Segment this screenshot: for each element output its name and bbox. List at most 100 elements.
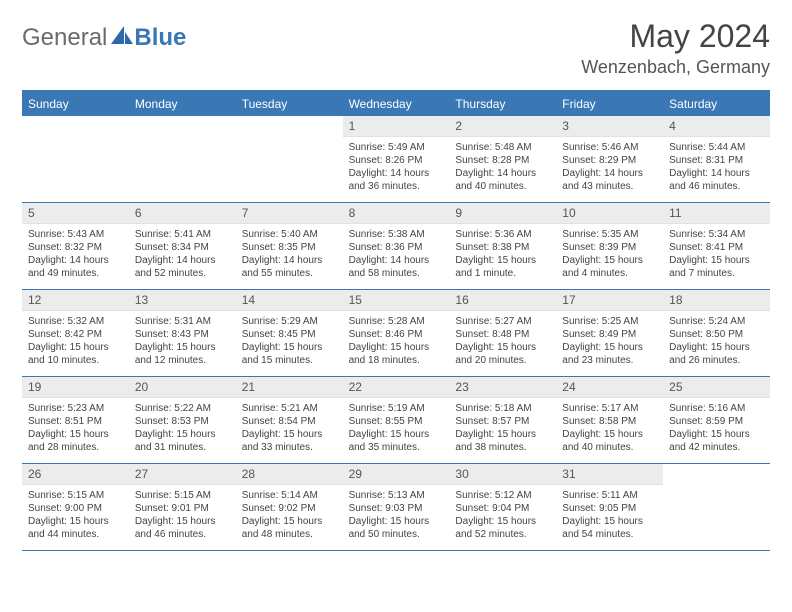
day-cell: 18Sunrise: 5:24 AMSunset: 8:50 PMDayligh… — [663, 290, 770, 376]
daylight-text: Daylight: 14 hours and 46 minutes. — [669, 167, 764, 193]
logo-text-general: General — [22, 24, 107, 52]
day-detail: Sunrise: 5:15 AMSunset: 9:01 PMDaylight:… — [129, 485, 236, 547]
sunrise-text: Sunrise: 5:11 AM — [562, 489, 657, 502]
sunrise-text: Sunrise: 5:13 AM — [349, 489, 444, 502]
day-number: 11 — [663, 203, 770, 224]
day-cell: 11Sunrise: 5:34 AMSunset: 8:41 PMDayligh… — [663, 203, 770, 289]
sunrise-text: Sunrise: 5:35 AM — [562, 228, 657, 241]
header: General Blue May 2024 Wenzenbach, German… — [22, 18, 770, 78]
day-detail: Sunrise: 5:24 AMSunset: 8:50 PMDaylight:… — [663, 311, 770, 373]
daylight-text: Daylight: 15 hours and 46 minutes. — [135, 515, 230, 541]
day-cell: 13Sunrise: 5:31 AMSunset: 8:43 PMDayligh… — [129, 290, 236, 376]
day-detail: Sunrise: 5:23 AMSunset: 8:51 PMDaylight:… — [22, 398, 129, 460]
day-number: 23 — [449, 377, 556, 398]
sunset-text: Sunset: 8:54 PM — [242, 415, 337, 428]
daylight-text: Daylight: 15 hours and 10 minutes. — [28, 341, 123, 367]
sunrise-text: Sunrise: 5:19 AM — [349, 402, 444, 415]
daylight-text: Daylight: 15 hours and 31 minutes. — [135, 428, 230, 454]
day-cell — [22, 116, 129, 202]
day-detail: Sunrise: 5:41 AMSunset: 8:34 PMDaylight:… — [129, 224, 236, 286]
day-number: 12 — [22, 290, 129, 311]
sunrise-text: Sunrise: 5:46 AM — [562, 141, 657, 154]
day-detail: Sunrise: 5:21 AMSunset: 8:54 PMDaylight:… — [236, 398, 343, 460]
sunset-text: Sunset: 8:38 PM — [455, 241, 550, 254]
week-row: 1Sunrise: 5:49 AMSunset: 8:26 PMDaylight… — [22, 116, 770, 203]
day-cell: 14Sunrise: 5:29 AMSunset: 8:45 PMDayligh… — [236, 290, 343, 376]
day-detail: Sunrise: 5:18 AMSunset: 8:57 PMDaylight:… — [449, 398, 556, 460]
day-cell: 4Sunrise: 5:44 AMSunset: 8:31 PMDaylight… — [663, 116, 770, 202]
sunset-text: Sunset: 9:00 PM — [28, 502, 123, 515]
day-number: 31 — [556, 464, 663, 485]
day-detail: Sunrise: 5:40 AMSunset: 8:35 PMDaylight:… — [236, 224, 343, 286]
sunrise-text: Sunrise: 5:27 AM — [455, 315, 550, 328]
day-number: 16 — [449, 290, 556, 311]
day-cell: 25Sunrise: 5:16 AMSunset: 8:59 PMDayligh… — [663, 377, 770, 463]
day-detail: Sunrise: 5:22 AMSunset: 8:53 PMDaylight:… — [129, 398, 236, 460]
daylight-text: Daylight: 15 hours and 23 minutes. — [562, 341, 657, 367]
day-detail: Sunrise: 5:25 AMSunset: 8:49 PMDaylight:… — [556, 311, 663, 373]
sunset-text: Sunset: 9:05 PM — [562, 502, 657, 515]
day-detail: Sunrise: 5:35 AMSunset: 8:39 PMDaylight:… — [556, 224, 663, 286]
day-number: 6 — [129, 203, 236, 224]
daylight-text: Daylight: 14 hours and 52 minutes. — [135, 254, 230, 280]
daylight-text: Daylight: 15 hours and 38 minutes. — [455, 428, 550, 454]
day-number: 2 — [449, 116, 556, 137]
day-detail: Sunrise: 5:13 AMSunset: 9:03 PMDaylight:… — [343, 485, 450, 547]
week-row: 5Sunrise: 5:43 AMSunset: 8:32 PMDaylight… — [22, 203, 770, 290]
sunset-text: Sunset: 8:55 PM — [349, 415, 444, 428]
day-cell: 31Sunrise: 5:11 AMSunset: 9:05 PMDayligh… — [556, 464, 663, 550]
day-detail: Sunrise: 5:48 AMSunset: 8:28 PMDaylight:… — [449, 137, 556, 199]
weekday-header: Sunday — [22, 92, 129, 116]
day-number: 10 — [556, 203, 663, 224]
sunset-text: Sunset: 9:04 PM — [455, 502, 550, 515]
day-number: 8 — [343, 203, 450, 224]
sunrise-text: Sunrise: 5:32 AM — [28, 315, 123, 328]
sunset-text: Sunset: 9:03 PM — [349, 502, 444, 515]
sunset-text: Sunset: 8:46 PM — [349, 328, 444, 341]
sunrise-text: Sunrise: 5:28 AM — [349, 315, 444, 328]
sunset-text: Sunset: 8:43 PM — [135, 328, 230, 341]
day-number: 25 — [663, 377, 770, 398]
weekday-header: Thursday — [449, 92, 556, 116]
sunrise-text: Sunrise: 5:48 AM — [455, 141, 550, 154]
day-number — [663, 464, 770, 484]
location-label: Wenzenbach, Germany — [581, 57, 770, 78]
day-cell: 5Sunrise: 5:43 AMSunset: 8:32 PMDaylight… — [22, 203, 129, 289]
day-number: 4 — [663, 116, 770, 137]
sunrise-text: Sunrise: 5:43 AM — [28, 228, 123, 241]
day-number — [236, 116, 343, 136]
sunset-text: Sunset: 8:57 PM — [455, 415, 550, 428]
daylight-text: Daylight: 14 hours and 49 minutes. — [28, 254, 123, 280]
daylight-text: Daylight: 15 hours and 12 minutes. — [135, 341, 230, 367]
daylight-text: Daylight: 15 hours and 33 minutes. — [242, 428, 337, 454]
daylight-text: Daylight: 15 hours and 18 minutes. — [349, 341, 444, 367]
day-number: 5 — [22, 203, 129, 224]
daylight-text: Daylight: 15 hours and 52 minutes. — [455, 515, 550, 541]
sunrise-text: Sunrise: 5:12 AM — [455, 489, 550, 502]
sunrise-text: Sunrise: 5:34 AM — [669, 228, 764, 241]
day-detail: Sunrise: 5:31 AMSunset: 8:43 PMDaylight:… — [129, 311, 236, 373]
sunrise-text: Sunrise: 5:31 AM — [135, 315, 230, 328]
sunrise-text: Sunrise: 5:29 AM — [242, 315, 337, 328]
weeks-container: 1Sunrise: 5:49 AMSunset: 8:26 PMDaylight… — [22, 116, 770, 551]
day-number: 20 — [129, 377, 236, 398]
day-cell: 27Sunrise: 5:15 AMSunset: 9:01 PMDayligh… — [129, 464, 236, 550]
title-block: May 2024 Wenzenbach, Germany — [581, 18, 770, 78]
sunrise-text: Sunrise: 5:41 AM — [135, 228, 230, 241]
day-detail: Sunrise: 5:28 AMSunset: 8:46 PMDaylight:… — [343, 311, 450, 373]
daylight-text: Daylight: 14 hours and 36 minutes. — [349, 167, 444, 193]
sunset-text: Sunset: 8:42 PM — [28, 328, 123, 341]
sunset-text: Sunset: 8:26 PM — [349, 154, 444, 167]
sunset-text: Sunset: 8:28 PM — [455, 154, 550, 167]
day-number: 26 — [22, 464, 129, 485]
day-number: 19 — [22, 377, 129, 398]
day-cell: 16Sunrise: 5:27 AMSunset: 8:48 PMDayligh… — [449, 290, 556, 376]
day-cell — [236, 116, 343, 202]
day-detail: Sunrise: 5:11 AMSunset: 9:05 PMDaylight:… — [556, 485, 663, 547]
day-cell: 19Sunrise: 5:23 AMSunset: 8:51 PMDayligh… — [22, 377, 129, 463]
sunset-text: Sunset: 8:29 PM — [562, 154, 657, 167]
sunrise-text: Sunrise: 5:14 AM — [242, 489, 337, 502]
sunset-text: Sunset: 8:49 PM — [562, 328, 657, 341]
sunset-text: Sunset: 8:41 PM — [669, 241, 764, 254]
day-detail: Sunrise: 5:34 AMSunset: 8:41 PMDaylight:… — [663, 224, 770, 286]
